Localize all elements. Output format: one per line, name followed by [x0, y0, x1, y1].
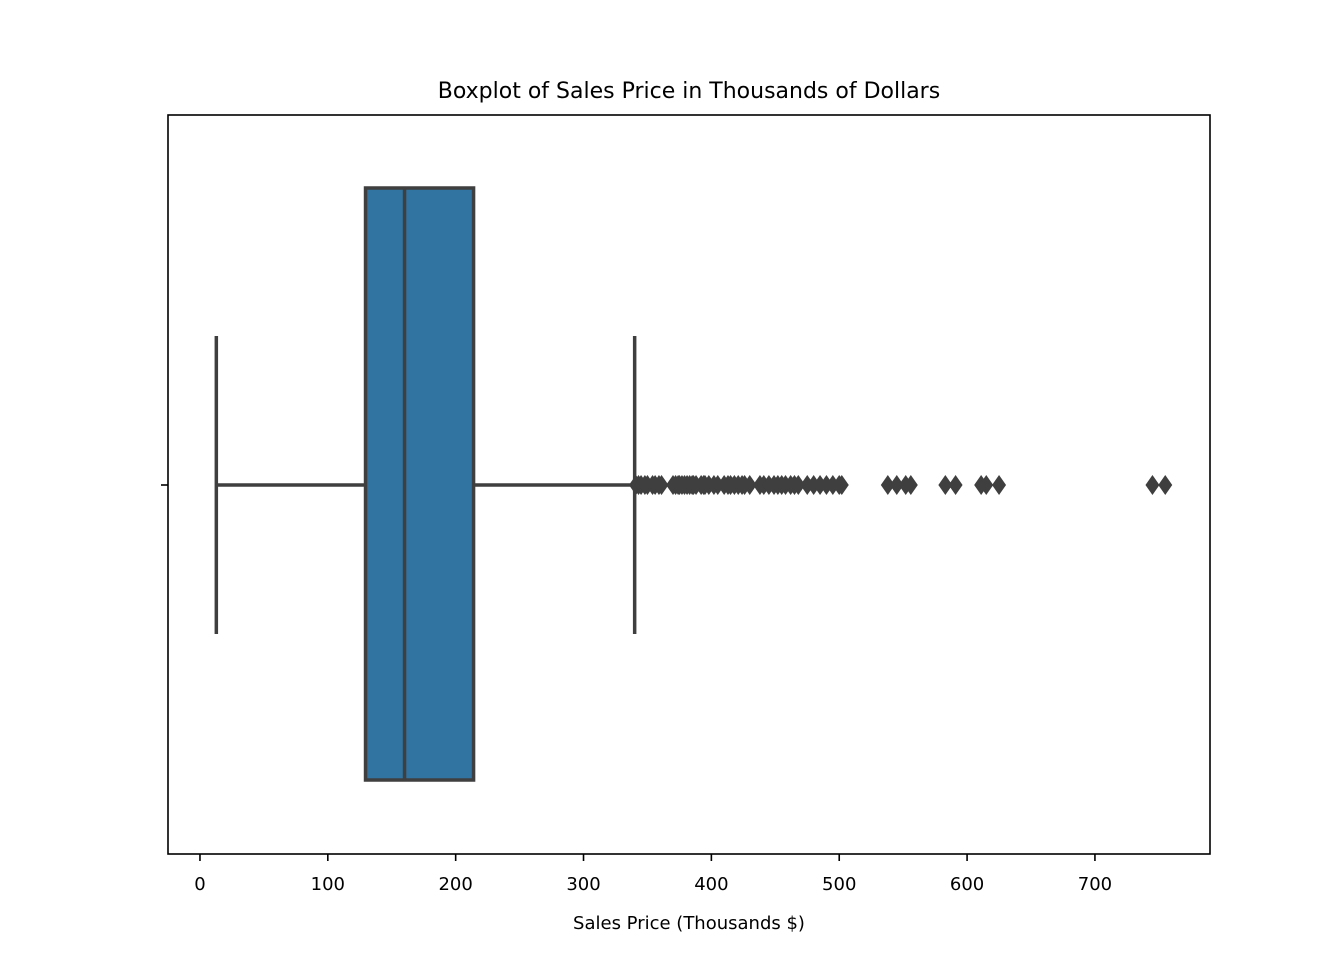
x-tick-label: 0: [194, 874, 205, 895]
x-tick-label: 500: [822, 874, 856, 895]
outlier-point: [889, 475, 904, 495]
outlier-point: [992, 475, 1007, 495]
interquartile-box: [363, 186, 476, 782]
x-tick-label: 200: [438, 874, 472, 895]
chart-title: Boxplot of Sales Price in Thousands of D…: [438, 79, 940, 104]
outlier-point: [948, 475, 963, 495]
outlier-point: [903, 475, 918, 495]
plot-area: [214, 186, 1173, 782]
outlier-point: [880, 475, 895, 495]
outlier-point: [654, 475, 669, 495]
outlier-point: [938, 475, 953, 495]
x-tick-label: 700: [1078, 874, 1112, 895]
outlier-point: [979, 475, 994, 495]
x-axis-ticks: 0 100 200 300 400 500 600 700: [194, 854, 1112, 895]
x-tick-label: 400: [694, 874, 728, 895]
x-tick-label: 600: [950, 874, 984, 895]
x-tick-label: 100: [311, 874, 345, 895]
x-tick-label: 300: [566, 874, 600, 895]
x-axis-label: Sales Price (Thousands $): [573, 913, 805, 934]
outlier-point: [1145, 475, 1160, 495]
outlier-point: [791, 475, 806, 495]
outlier-point: [834, 475, 849, 495]
outlier-point: [742, 475, 757, 495]
outlier-point: [1158, 475, 1173, 495]
